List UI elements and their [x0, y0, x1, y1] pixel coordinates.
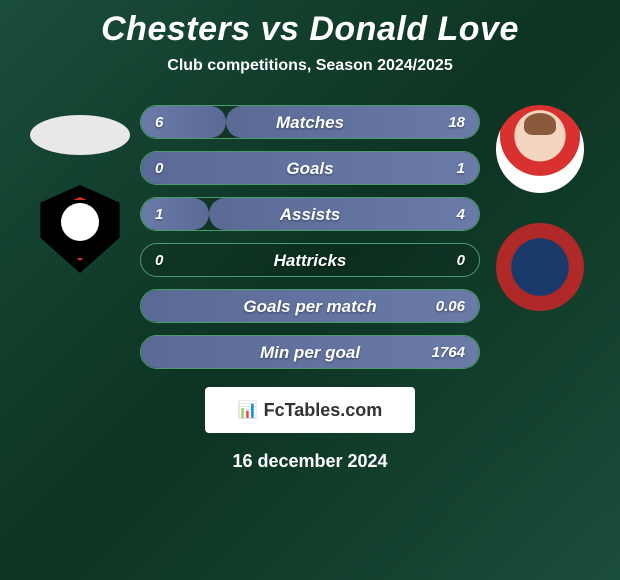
- stat-label: Hattricks: [141, 244, 479, 277]
- stat-value-right: 1764: [432, 336, 465, 369]
- player-left-avatar: [30, 115, 130, 155]
- stat-label: Goals per match: [141, 290, 479, 323]
- subtitle: Club competitions, Season 2024/2025: [167, 57, 452, 75]
- left-column: [30, 105, 130, 273]
- stat-row: 0Hattricks0: [140, 243, 480, 277]
- stat-label: Assists: [141, 198, 479, 231]
- club-badge-right: [496, 223, 584, 311]
- stat-row: Min per goal1764: [140, 335, 480, 369]
- club-badge-left: [36, 185, 124, 273]
- player-right-avatar: [496, 105, 584, 193]
- brand-logo: 📊 FcTables.com: [205, 387, 415, 433]
- chart-icon: 📊: [238, 400, 258, 420]
- stat-value-right: 0.06: [436, 290, 465, 323]
- stat-label: Goals: [141, 152, 479, 185]
- stat-row: 6Matches18: [140, 105, 480, 139]
- stat-row: 1Assists4: [140, 197, 480, 231]
- stat-label: Min per goal: [141, 336, 479, 369]
- stat-row: Goals per match0.06: [140, 289, 480, 323]
- main-area: 6Matches180Goals11Assists40Hattricks0Goa…: [0, 105, 620, 369]
- right-column: [490, 105, 590, 311]
- stat-value-right: 1: [457, 152, 465, 185]
- stat-row: 0Goals1: [140, 151, 480, 185]
- infographic-container: Chesters vs Donald Love Club competition…: [0, 0, 620, 580]
- stats-column: 6Matches180Goals11Assists40Hattricks0Goa…: [140, 105, 480, 369]
- date-text: 16 december 2024: [232, 451, 387, 472]
- stat-value-right: 18: [448, 106, 465, 139]
- stat-value-right: 4: [457, 198, 465, 231]
- stat-value-right: 0: [457, 244, 465, 277]
- page-title: Chesters vs Donald Love: [101, 10, 519, 49]
- stat-label: Matches: [141, 106, 479, 139]
- brand-logo-text: FcTables.com: [264, 400, 383, 421]
